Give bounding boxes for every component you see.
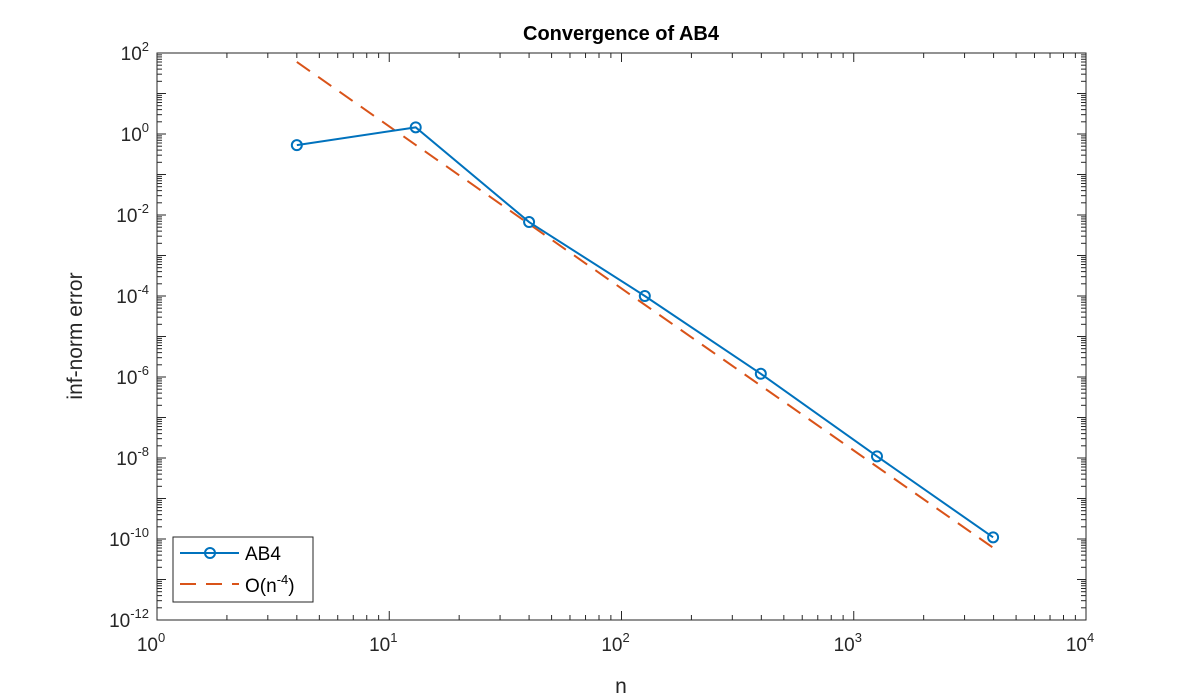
reference-series-line xyxy=(296,61,994,549)
legend-ref-label: O(n-4) xyxy=(245,572,295,597)
y-tick-label: 10-10 xyxy=(109,525,149,551)
y-tick-label: 10-4 xyxy=(116,282,149,308)
x-tick-label: 104 xyxy=(1066,630,1094,656)
ab4-data-point xyxy=(754,367,767,380)
x-tick-label: 102 xyxy=(601,630,629,656)
x-axis-label: n xyxy=(615,675,627,698)
y-tick-label: 102 xyxy=(121,39,149,65)
legend[interactable]: AB4 O(n-4) xyxy=(172,536,314,603)
ab4-series-line xyxy=(296,126,994,539)
legend-box xyxy=(172,536,314,603)
chart-title: Convergence of AB4 xyxy=(523,23,720,45)
x-tick-label: 100 xyxy=(137,630,165,656)
y-tick-label: 10-8 xyxy=(116,444,149,470)
x-tick-label: 103 xyxy=(834,630,862,656)
y-tick-label: 10-2 xyxy=(116,201,149,227)
ab4-data-point xyxy=(290,139,303,152)
axes-box xyxy=(156,52,1087,621)
y-tick-label: 10-6 xyxy=(116,363,149,389)
y-tick-label: 100 xyxy=(121,120,149,146)
ab4-data-point xyxy=(870,450,883,463)
ab4-data-point xyxy=(523,216,536,229)
x-tick-label: 101 xyxy=(369,630,397,656)
y-axis-label: inf-norm error xyxy=(64,272,87,399)
y-tick-label: 10-12 xyxy=(109,606,149,632)
ab4-data-point xyxy=(409,121,422,134)
legend-ab4-label: AB4 xyxy=(245,544,281,565)
ab4-data-point xyxy=(638,290,651,302)
legend-ab4-marker xyxy=(204,547,216,559)
ab4-data-point xyxy=(987,531,1000,544)
